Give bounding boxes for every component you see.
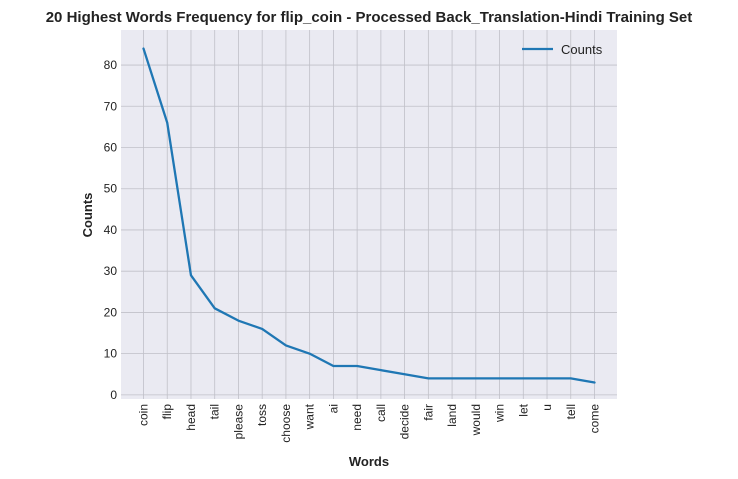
x-tick-label: need (350, 404, 364, 431)
x-tick-label: decide (398, 404, 412, 440)
x-tick-label: come (588, 404, 602, 434)
y-axis-label: Counts (80, 193, 95, 238)
x-tick-label: land (445, 404, 459, 427)
x-tick-label: please (231, 404, 245, 440)
y-tick-labels: 0 10 20 30 40 50 60 70 80 (104, 58, 118, 402)
x-tick-label: would (469, 404, 483, 436)
legend-label-counts: Counts (561, 42, 603, 57)
y-tick-label: 50 (104, 182, 118, 196)
x-tick-label: let (516, 403, 530, 416)
y-tick-label: 0 (110, 388, 117, 402)
plot-area (121, 30, 617, 399)
x-tick-label: tell (564, 404, 578, 419)
series-line-counts (142, 47, 596, 384)
y-tick-label: 10 (104, 347, 118, 361)
y-tick-label: 70 (104, 99, 118, 113)
x-tick-label: head (184, 404, 198, 431)
x-tick-label: fair (421, 404, 435, 421)
y-tick-label: 80 (104, 58, 118, 72)
y-tick-label: 30 (104, 264, 118, 278)
x-tick-label: coin (137, 404, 151, 426)
x-tick-label: tail (208, 404, 222, 419)
x-tick-label: flip (160, 404, 174, 420)
y-tick-label: 40 (104, 223, 118, 237)
y-gridlines (121, 64, 617, 396)
x-tick-label: win (493, 404, 507, 423)
x-tick-labels: coin flip head tail please toss choose want ai ne… (137, 403, 602, 442)
x-gridlines (143, 30, 595, 399)
chart-title: 20 Highest Words Frequency for flip_coin… (46, 9, 693, 26)
x-tick-label: ai (326, 404, 340, 413)
y-tick-label: 20 (104, 305, 118, 319)
x-tick-label: want (303, 403, 317, 430)
legend: Counts (522, 42, 603, 57)
x-tick-label: u (540, 404, 554, 411)
x-tick-label: choose (279, 404, 293, 443)
x-tick-label: call (374, 404, 388, 422)
y-tick-label: 60 (104, 141, 118, 155)
x-tick-label: toss (255, 404, 269, 426)
x-axis-label: Words (349, 454, 389, 469)
